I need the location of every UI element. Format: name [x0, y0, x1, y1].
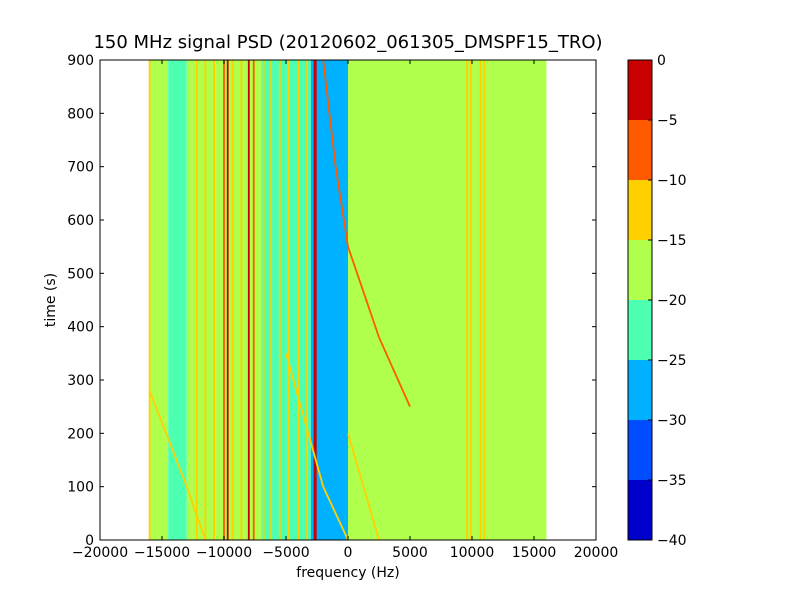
x-tick-label: −10000 — [196, 545, 252, 561]
y-axis-label: time (s) — [43, 273, 59, 327]
plot-area — [148, 59, 547, 541]
colorbar-tick-label: −15 — [657, 233, 687, 249]
y-tick-label: 500 — [67, 266, 94, 282]
x-tick-label: 0 — [344, 545, 353, 561]
drifting-signal — [322, 59, 411, 408]
colorbar-tick-label: −5 — [657, 113, 678, 129]
drifting-signal — [285, 353, 349, 541]
x-tick-label: 20000 — [574, 545, 619, 561]
y-tick-label: 0 — [85, 533, 94, 549]
psd-region — [310, 60, 348, 540]
y-tick-label: 700 — [67, 160, 94, 176]
colorbar-tick-label: −20 — [657, 293, 687, 309]
psd-region — [149, 60, 169, 540]
y-tick-label: 100 — [67, 480, 94, 496]
colorbar-tick-label: 0 — [657, 53, 666, 69]
colorbar-segment — [628, 420, 652, 480]
colorbar: 0 −5 −10 −15 −20 −25 −30 −35 −40 — [627, 53, 687, 549]
y-tick-label: 400 — [67, 320, 94, 336]
y-tick-label: 900 — [67, 53, 94, 69]
colorbar-tick-label: −25 — [657, 353, 687, 369]
y-tick-label: 200 — [67, 426, 94, 442]
x-tick-label: 10000 — [450, 545, 495, 561]
colorbar-segment — [628, 300, 652, 360]
colorbar-tick-label: −30 — [657, 413, 687, 429]
y-tick-label: 800 — [67, 106, 94, 122]
colorbar-tick-label: −10 — [657, 173, 687, 189]
colorbar-tick-label: −35 — [657, 473, 687, 489]
y-tick-label: 600 — [67, 213, 94, 229]
y-tick-label: 300 — [67, 373, 94, 389]
x-tick-label: 5000 — [392, 545, 428, 561]
colorbar-segment — [628, 120, 652, 180]
drifting-signal — [148, 390, 207, 541]
psd-region — [168, 60, 187, 540]
x-tick-label: 15000 — [512, 545, 557, 561]
colorbar-segment — [628, 360, 652, 420]
drifting-signal — [347, 433, 380, 541]
colorbar-segment — [628, 180, 652, 240]
colorbar-segment — [628, 60, 652, 120]
psd-region — [348, 60, 547, 540]
x-axis-label: frequency (Hz) — [296, 565, 399, 581]
colorbar-tick-label: −40 — [657, 533, 687, 549]
x-tick-label: −15000 — [134, 545, 190, 561]
chart-title: 150 MHz signal PSD (20120602_061305_DMSP… — [93, 32, 602, 53]
y-axis: 0 100 200 300 400 500 600 700 800 900 — [67, 53, 596, 549]
x-axis: −20000 −15000 −10000 −5000 0 5000 10000 15000 20… — [72, 60, 618, 561]
psd-region — [261, 60, 311, 540]
colorbar-segment — [628, 480, 652, 540]
colorbar-segment — [628, 240, 652, 300]
x-tick-label: −5000 — [262, 545, 309, 561]
x-tick-label: −20000 — [72, 545, 128, 561]
